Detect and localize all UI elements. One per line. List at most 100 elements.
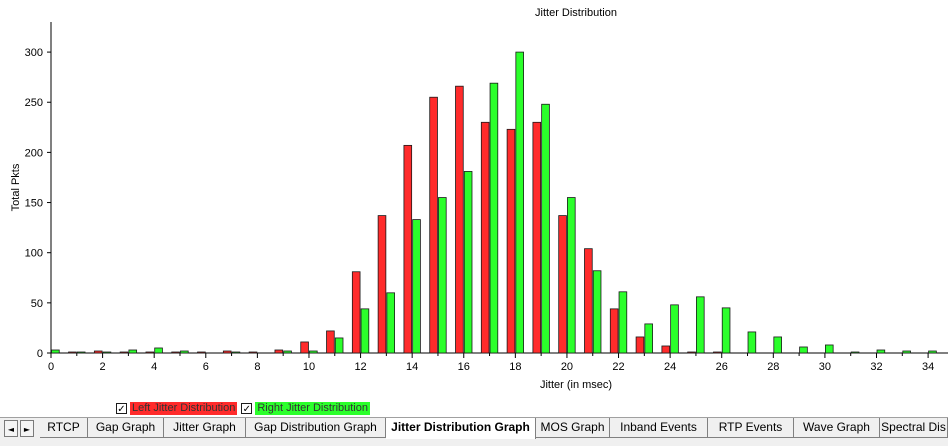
legend-item-left[interactable]: ✓ Left Jitter Distribution	[116, 402, 238, 415]
x-tick-label: 14	[406, 361, 418, 373]
left-jitter-bar	[248, 351, 258, 354]
x-tick-label: 4	[151, 361, 157, 373]
right-jitter-bar	[309, 350, 318, 354]
right-jitter-bar	[438, 197, 447, 354]
left-jitter-bar	[558, 215, 567, 354]
tab-scroll-right-button[interactable]: ►	[20, 420, 34, 437]
right-series-checkbox[interactable]: ✓	[241, 403, 253, 415]
left-jitter-bar	[326, 330, 335, 354]
x-tick-label: 34	[922, 361, 934, 373]
right-jitter-bar	[386, 292, 396, 354]
right-jitter-bar	[592, 270, 602, 354]
right-jitter-bar	[541, 103, 550, 354]
right-jitter-bar	[102, 351, 112, 354]
right-jitter-bar	[283, 350, 292, 354]
y-axis-title: Total Pkts	[10, 163, 22, 211]
left-jitter-bar	[687, 351, 696, 354]
chart-title: Jitter Distribution	[535, 7, 617, 19]
tab-jitter-distribution-graph[interactable]: Jitter Distribution Graph	[386, 418, 536, 439]
y-tick-label: 300	[25, 47, 43, 59]
x-tick-label: 16	[458, 361, 470, 373]
right-jitter-bar	[928, 350, 937, 354]
left-jitter-bar	[635, 336, 645, 354]
right-jitter-bar	[799, 346, 808, 354]
left-jitter-bar	[403, 144, 413, 354]
left-jitter-bar	[455, 85, 464, 354]
left-jitter-bar	[532, 121, 542, 354]
left-jitter-bar	[300, 341, 309, 354]
tab-jitter-graph[interactable]: Jitter Graph	[164, 418, 246, 438]
legend-item-right[interactable]: ✓ Right Jitter Distribution	[241, 402, 370, 415]
right-jitter-bar	[618, 291, 628, 354]
left-jitter-bar	[429, 96, 438, 354]
x-tick-label: 18	[509, 361, 521, 373]
right-jitter-bar	[902, 350, 911, 354]
x-tick-label: 32	[870, 361, 882, 373]
right-jitter-bar	[747, 331, 757, 354]
y-tick-label: 150	[25, 198, 43, 210]
tab-mos-graph[interactable]: MOS Graph	[536, 418, 610, 438]
tab-wave-graph[interactable]: Wave Graph	[794, 418, 880, 438]
left-jitter-bar	[145, 351, 155, 354]
x-tick-label: 22	[612, 361, 624, 373]
right-jitter-bar	[463, 171, 473, 354]
x-tick-label: 0	[48, 361, 54, 373]
right-jitter-bar	[644, 323, 653, 354]
x-axis-title: Jitter (in msec)	[540, 379, 612, 391]
right-jitter-bar	[670, 304, 679, 354]
graph-tab-bar: ◄ ► RTCP Gap Graph Jitter Graph Gap Dist…	[0, 417, 948, 446]
right-jitter-bar	[515, 51, 524, 354]
left-series-checkbox[interactable]: ✓	[116, 403, 127, 415]
x-tick-label: 26	[716, 361, 728, 373]
tab-inband-events[interactable]: Inband Events	[610, 418, 708, 438]
x-tick-label: 24	[664, 361, 676, 373]
left-jitter-bar	[222, 350, 232, 354]
y-tick-label: 50	[31, 298, 43, 310]
right-jitter-bar	[773, 336, 782, 354]
left-jitter-bar	[274, 349, 284, 354]
x-tick-label: 6	[203, 361, 209, 373]
left-jitter-bar	[171, 351, 180, 354]
left-jitter-bar	[506, 128, 516, 354]
left-jitter-bar	[713, 351, 722, 354]
y-tick-label: 200	[25, 147, 43, 159]
left-jitter-bar	[93, 350, 103, 354]
tab-gap-graph[interactable]: Gap Graph	[88, 418, 164, 438]
left-jitter-bar	[480, 121, 490, 354]
right-jitter-bar	[154, 347, 163, 354]
tab-scroll-left-button[interactable]: ◄	[4, 420, 18, 437]
left-series-label: Left Jitter Distribution	[130, 402, 238, 415]
right-jitter-bar	[876, 349, 886, 354]
right-jitter-bar	[696, 296, 705, 354]
right-jitter-bar	[51, 349, 60, 354]
right-jitter-bar	[128, 349, 138, 354]
legend: ✓ Left Jitter Distribution ✓ Right Jitte…	[116, 401, 370, 416]
right-jitter-bar	[412, 219, 421, 354]
x-tick-label: 30	[819, 361, 831, 373]
right-jitter-bar	[489, 82, 499, 354]
left-jitter-bar	[377, 215, 387, 354]
left-jitter-bar	[584, 248, 593, 354]
left-jitter-bar	[68, 351, 77, 354]
x-tick-label: 20	[561, 361, 573, 373]
x-tick-label: 10	[303, 361, 315, 373]
y-tick-label: 250	[25, 97, 43, 109]
tab-spectral-distribution[interactable]: Spectral Dis	[880, 418, 948, 438]
tab-rtcp[interactable]: RTCP	[40, 418, 88, 438]
x-tick-label: 12	[354, 361, 366, 373]
jitter-distribution-chart: Jitter Distribution 0 50 100 150 200 250 300 0 2 4…	[10, 7, 948, 391]
right-jitter-bar	[567, 197, 576, 354]
right-jitter-bar	[180, 350, 189, 354]
left-jitter-bar	[197, 351, 206, 354]
tab-rtp-events[interactable]: RTP Events	[708, 418, 794, 438]
left-jitter-bar	[119, 351, 129, 354]
x-tick-label: 2	[100, 361, 106, 373]
right-jitter-bar	[850, 351, 860, 354]
left-jitter-bar	[351, 271, 361, 354]
left-jitter-bar	[661, 345, 671, 354]
right-jitter-bar	[231, 351, 241, 354]
right-jitter-bar	[334, 337, 344, 354]
tab-gap-distribution-graph[interactable]: Gap Distribution Graph	[246, 418, 386, 438]
right-series-label: Right Jitter Distribution	[255, 402, 370, 415]
